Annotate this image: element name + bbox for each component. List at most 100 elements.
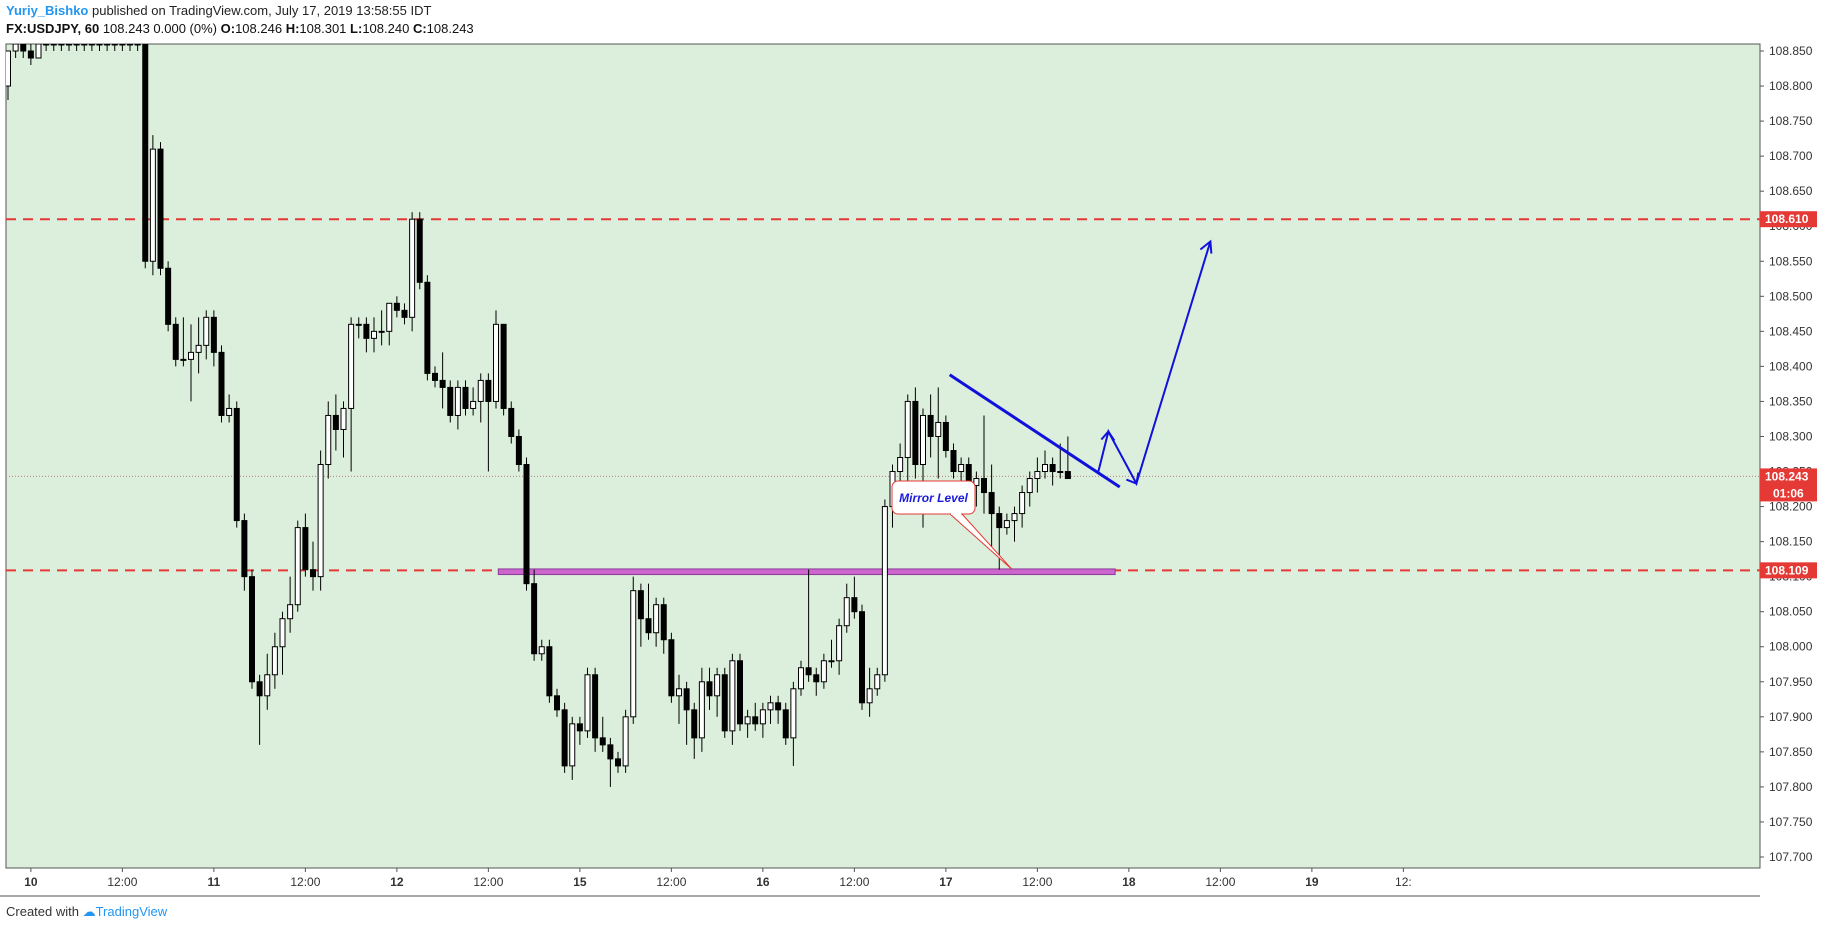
candle-body[interactable] bbox=[485, 379, 492, 402]
candle-body[interactable] bbox=[1011, 513, 1018, 522]
candle-body[interactable] bbox=[660, 604, 667, 641]
candle-body[interactable] bbox=[1064, 471, 1071, 480]
candle-body[interactable] bbox=[904, 400, 911, 459]
candle-body[interactable] bbox=[828, 660, 835, 663]
candle-body[interactable] bbox=[1019, 492, 1026, 515]
candle-body[interactable] bbox=[691, 709, 698, 739]
candle-body[interactable] bbox=[340, 407, 347, 430]
candle-body[interactable] bbox=[149, 148, 156, 262]
candle-body[interactable] bbox=[622, 716, 629, 767]
candle-body[interactable] bbox=[737, 660, 743, 725]
candle-body[interactable] bbox=[180, 358, 187, 361]
candle-body[interactable] bbox=[561, 709, 568, 767]
candle-body[interactable] bbox=[256, 681, 263, 697]
candle-body[interactable] bbox=[66, 44, 72, 46]
candle-body[interactable] bbox=[127, 44, 133, 46]
candle-body[interactable] bbox=[866, 688, 873, 704]
candle-body[interactable] bbox=[1034, 471, 1041, 480]
projection-path[interactable] bbox=[1097, 241, 1212, 487]
candle-body[interactable] bbox=[851, 597, 858, 613]
candle-body[interactable] bbox=[767, 702, 774, 711]
author-name[interactable]: Yuriy_Bishko bbox=[6, 3, 89, 18]
candle-body[interactable] bbox=[142, 44, 149, 262]
candle-body[interactable] bbox=[172, 323, 179, 360]
candle-body[interactable] bbox=[470, 400, 477, 409]
candle-body[interactable] bbox=[599, 737, 606, 746]
candle-body[interactable] bbox=[493, 323, 499, 402]
candle-body[interactable] bbox=[35, 44, 42, 59]
candle-body[interactable] bbox=[1003, 520, 1010, 529]
candle-body[interactable] bbox=[798, 667, 804, 690]
candle-body[interactable] bbox=[226, 407, 233, 416]
candle-body[interactable] bbox=[317, 464, 324, 578]
candle-body[interactable] bbox=[233, 407, 240, 522]
candle-body[interactable] bbox=[43, 44, 50, 46]
candle-body[interactable] bbox=[927, 414, 934, 437]
candle-body[interactable] bbox=[157, 148, 164, 269]
candle-body[interactable] bbox=[607, 744, 614, 760]
candle-body[interactable] bbox=[744, 716, 751, 725]
candle-body[interactable] bbox=[111, 44, 118, 46]
candle-body[interactable] bbox=[371, 330, 377, 339]
candle-body[interactable] bbox=[332, 414, 339, 430]
candle-body[interactable] bbox=[27, 50, 34, 59]
candle-body[interactable] bbox=[88, 44, 95, 46]
candle-body[interactable] bbox=[531, 583, 538, 655]
candle-body[interactable] bbox=[355, 323, 362, 326]
candle-body[interactable] bbox=[546, 646, 553, 697]
candle-body[interactable] bbox=[6, 50, 11, 87]
candle-body[interactable] bbox=[386, 302, 393, 332]
candle-body[interactable] bbox=[1026, 478, 1033, 494]
candle-body[interactable] bbox=[637, 590, 644, 620]
candle-body[interactable] bbox=[1042, 464, 1048, 473]
candle-body[interactable] bbox=[630, 590, 637, 718]
candle-body[interactable] bbox=[706, 681, 713, 697]
candle-body[interactable] bbox=[538, 646, 545, 655]
candle-body[interactable] bbox=[790, 688, 797, 739]
candle-body[interactable] bbox=[20, 44, 27, 52]
candle-body[interactable] bbox=[188, 351, 194, 360]
candle-body[interactable] bbox=[271, 646, 278, 676]
tradingview-brand[interactable]: TradingView bbox=[95, 904, 168, 919]
candle-body[interactable] bbox=[935, 421, 942, 437]
plot-area[interactable] bbox=[5, 43, 1761, 869]
candle-body[interactable] bbox=[988, 492, 995, 515]
candle-body[interactable] bbox=[58, 44, 65, 46]
candle-body[interactable] bbox=[294, 527, 301, 606]
candle-body[interactable] bbox=[942, 421, 949, 451]
candle-body[interactable] bbox=[759, 709, 766, 725]
candle-body[interactable] bbox=[676, 688, 682, 697]
candle-body[interactable] bbox=[912, 400, 919, 466]
candle-body[interactable] bbox=[820, 660, 827, 683]
candle-body[interactable] bbox=[897, 457, 904, 473]
candle-body[interactable] bbox=[409, 218, 416, 318]
candle-body[interactable] bbox=[50, 44, 57, 46]
candle-body[interactable] bbox=[729, 660, 736, 732]
candle-body[interactable] bbox=[439, 379, 446, 388]
candle-body[interactable] bbox=[1049, 464, 1056, 473]
candle-body[interactable] bbox=[874, 674, 881, 690]
candle-body[interactable] bbox=[73, 44, 80, 46]
candle-body[interactable] bbox=[249, 576, 255, 683]
candle-body[interactable] bbox=[325, 414, 332, 466]
candle-body[interactable] bbox=[653, 604, 660, 634]
candle-body[interactable] bbox=[378, 330, 385, 333]
candle-body[interactable] bbox=[683, 688, 690, 711]
candle-body[interactable] bbox=[81, 44, 88, 46]
candle-body[interactable] bbox=[508, 407, 515, 437]
candle-body[interactable] bbox=[203, 316, 210, 346]
candle-body[interactable] bbox=[12, 44, 19, 52]
candle-body[interactable] bbox=[462, 386, 469, 409]
candle-body[interactable] bbox=[447, 386, 454, 416]
candle-body[interactable] bbox=[843, 597, 850, 627]
candle-body[interactable] bbox=[348, 323, 355, 409]
descending-trendline[interactable] bbox=[948, 373, 1121, 489]
candle-body[interactable] bbox=[393, 302, 400, 311]
candle-body[interactable] bbox=[210, 316, 217, 353]
candle-body[interactable] bbox=[96, 44, 103, 46]
candle-body[interactable] bbox=[302, 527, 309, 571]
candle-body[interactable] bbox=[515, 435, 522, 466]
candle-body[interactable] bbox=[920, 414, 926, 466]
candle-body[interactable] bbox=[615, 758, 621, 767]
